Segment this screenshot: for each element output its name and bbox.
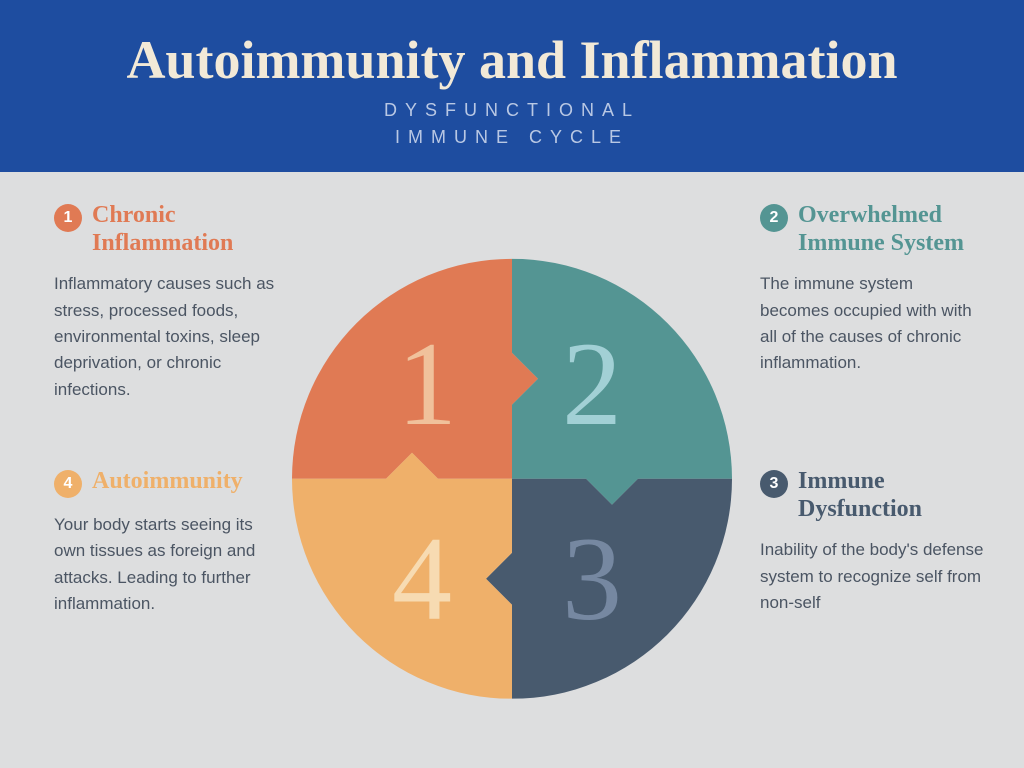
cycle-item-head: 4 Autoimmunity: [54, 468, 279, 498]
cycle-item-title: Immune Dysfunction: [798, 468, 985, 523]
cycle-item-head: 3 Immune Dysfunction: [760, 468, 985, 523]
quadrant-2: [512, 259, 732, 505]
cycle-item-desc: Inflammatory causes such as stress, proc…: [54, 271, 279, 403]
cycle-svg: 1 2 3 4: [292, 259, 732, 699]
page-subtitle: DYSFUNCTIONAL IMMUNE CYCLE: [384, 97, 640, 151]
cycle-circle: 1 2 3 4: [292, 259, 732, 699]
cycle-item-3: 3 Immune Dysfunction Inability of the body…: [760, 468, 985, 616]
cycle-item-head: 1 ChronicInflammation: [54, 202, 279, 257]
header: Autoimmunity and Inflammation DYSFUNCTIO…: [0, 0, 1024, 172]
cycle-item-4: 4 Autoimmunity Your body starts seeing its…: [54, 468, 279, 617]
cycle-item-head: 2 Overwhelmed Immune System: [760, 202, 985, 257]
quadrant-2-number: 2: [562, 317, 622, 450]
badge-1-icon: 1: [54, 204, 82, 232]
cycle-item-title: Autoimmunity: [92, 468, 243, 496]
cycle-item-2: 2 Overwhelmed Immune System The immune sys…: [760, 202, 985, 377]
cycle-item-desc: Inability of the body's defense system t…: [760, 537, 985, 616]
quadrant-3-number: 3: [562, 512, 622, 645]
badge-4-icon: 4: [54, 470, 82, 498]
content-area: 1 2 3 4 1 ChronicInflammation Inflammatory…: [0, 172, 1024, 768]
cycle-item-desc: The immune system becomes occupied with …: [760, 271, 985, 376]
cycle-item-title: ChronicInflammation: [92, 202, 233, 257]
quadrant-1-number: 1: [397, 317, 457, 450]
badge-2-icon: 2: [760, 204, 788, 232]
cycle-item-1: 1 ChronicInflammation Inflammatory causes …: [54, 202, 279, 403]
page-title: Autoimmunity and Inflammation: [126, 29, 897, 91]
quadrant-4-number: 4: [392, 512, 452, 645]
cycle-item-desc: Your body starts seeing its own tissues …: [54, 512, 279, 617]
badge-3-icon: 3: [760, 470, 788, 498]
cycle-item-title: Overwhelmed Immune System: [798, 202, 985, 257]
